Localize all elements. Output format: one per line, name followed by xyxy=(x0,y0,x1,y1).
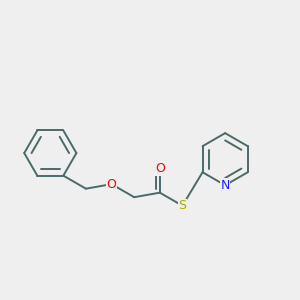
Text: O: O xyxy=(155,162,165,175)
Text: N: N xyxy=(220,179,230,192)
Text: S: S xyxy=(178,199,186,212)
Text: O: O xyxy=(107,178,116,191)
